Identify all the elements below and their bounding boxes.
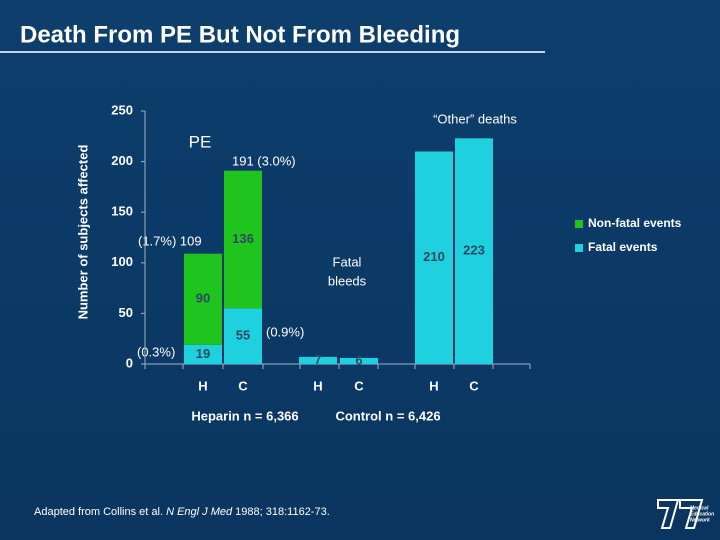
source-text: 1988; 318:1162-73. (232, 506, 330, 518)
annotation: (1.7%) 109 (138, 233, 202, 248)
x-tick-label: H (313, 378, 322, 393)
y-tick-label: 200 (111, 153, 133, 168)
logo-text: Education (690, 511, 714, 517)
legend-label: Fatal events (588, 240, 658, 254)
bar-segment (299, 356, 337, 364)
data-label: 55 (236, 328, 250, 343)
legend-label: Non-fatal events (588, 216, 682, 230)
group-label: Fatal (333, 254, 362, 269)
legend-swatch (575, 244, 583, 252)
y-tick-label: 0 (126, 355, 133, 370)
data-label: 6 (355, 352, 362, 367)
legend-swatch (575, 220, 583, 228)
y-tick-label: 100 (111, 254, 133, 269)
source-text: Adapted from Collins et al. (34, 506, 166, 518)
x-tick-label: H (429, 378, 438, 393)
annotation: 191 (3.0%) (232, 153, 296, 168)
group-label: bleeds (328, 273, 367, 288)
data-label: 19 (196, 346, 210, 361)
y-axis-label: Number of subjects affected (75, 145, 90, 320)
x-tick-label: H (198, 378, 207, 393)
logo-text: Medical (690, 505, 709, 511)
data-label: 7 (314, 352, 321, 367)
data-label: 136 (232, 231, 254, 246)
data-label: 90 (196, 291, 210, 306)
logo-text: Network (690, 517, 710, 523)
y-tick-label: 150 (111, 204, 133, 219)
group-label: “Other” deaths (433, 111, 517, 126)
bar-segment (340, 357, 378, 364)
bar-segment (455, 138, 493, 364)
group-total: Heparin n = 6,366 (191, 408, 298, 423)
logo: Medical Education Network (657, 499, 714, 529)
data-label: 223 (463, 243, 485, 258)
annotation: (0.9%) (266, 324, 304, 339)
source-note: Adapted from Collins et al. N Engl J Med… (34, 506, 330, 518)
chart-title: Death From PE But Not From Bleeding (20, 21, 460, 48)
bar-segment (224, 308, 262, 364)
x-tick-label: C (238, 378, 248, 393)
source-journal: N Engl J Med (166, 506, 233, 518)
group-total: Control n = 6,426 (335, 408, 440, 423)
data-label: 210 (423, 249, 445, 264)
bar-segment (415, 151, 453, 364)
y-tick-label: 250 (111, 102, 133, 117)
bar-segment (184, 344, 222, 364)
x-tick-label: C (469, 378, 479, 393)
y-tick-label: 50 (119, 305, 133, 320)
annotation: (0.3%) (137, 344, 175, 359)
bar-segment (184, 253, 222, 345)
group-label: PE (189, 132, 212, 151)
bar-segment (224, 170, 262, 309)
x-tick-label: C (354, 378, 364, 393)
